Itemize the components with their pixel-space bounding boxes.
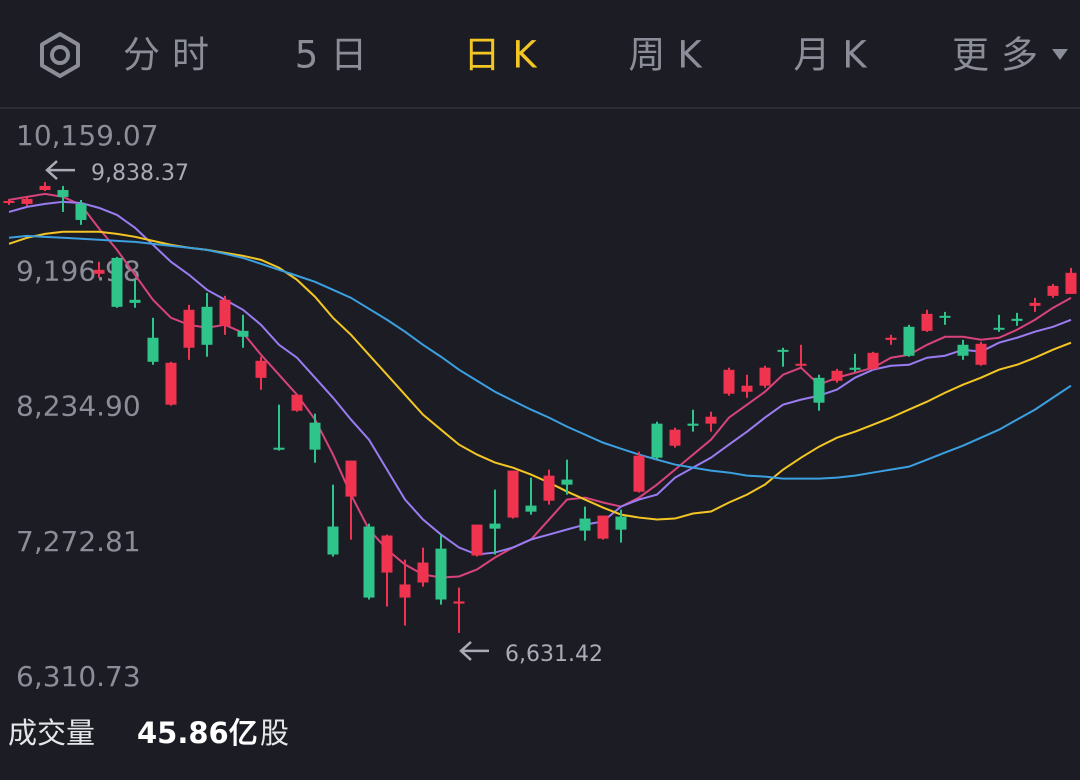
candle-body bbox=[417, 562, 429, 583]
candle-body bbox=[471, 524, 483, 556]
tab[interactable]: 分时 bbox=[123, 34, 221, 77]
candle-body bbox=[651, 423, 663, 458]
candle-body bbox=[435, 548, 447, 600]
candle-body bbox=[723, 369, 735, 394]
y-tick-label: 7,272.81 bbox=[16, 525, 141, 558]
candle-body bbox=[831, 370, 843, 381]
volume-unit: 股 bbox=[260, 716, 289, 750]
candle-body bbox=[1065, 272, 1077, 294]
y-tick-label: 8,234.90 bbox=[16, 390, 141, 423]
volume-value: 45.86亿 bbox=[137, 716, 258, 750]
candle-body bbox=[111, 257, 123, 307]
candle-body bbox=[291, 394, 303, 411]
candle-body bbox=[633, 455, 645, 492]
candle-body bbox=[561, 479, 573, 485]
candle-body bbox=[579, 518, 591, 531]
candle-body bbox=[1047, 285, 1059, 296]
candle-body bbox=[39, 185, 51, 191]
candle-body bbox=[381, 535, 393, 573]
y-tick-label: 6,310.73 bbox=[16, 660, 141, 693]
candle-body bbox=[795, 363, 807, 366]
settings-icon[interactable] bbox=[40, 32, 80, 78]
candle-body bbox=[669, 429, 681, 446]
candle-body bbox=[57, 190, 69, 197]
plot: 10,159.079,196.988,234.907,272.816,310.7… bbox=[3, 119, 1077, 693]
candle-body bbox=[399, 584, 411, 598]
candle-body bbox=[21, 199, 33, 204]
candle-body bbox=[219, 299, 231, 326]
candle-body bbox=[597, 515, 609, 539]
candle-body bbox=[507, 470, 519, 518]
candle-body bbox=[543, 475, 555, 501]
candle-body bbox=[939, 315, 951, 318]
candle-body bbox=[3, 200, 15, 203]
candle-body bbox=[741, 385, 753, 392]
candle-body bbox=[813, 377, 825, 403]
moving-average-line bbox=[8, 200, 1072, 556]
candle-body bbox=[345, 460, 357, 497]
candle-body bbox=[273, 447, 285, 450]
tab[interactable]: 日K bbox=[463, 34, 548, 77]
candle-body bbox=[1011, 318, 1023, 321]
annotation-label: 9,838.37 bbox=[91, 161, 189, 186]
candle-body bbox=[1029, 302, 1041, 306]
candle-body bbox=[129, 299, 141, 303]
icon-circle bbox=[50, 45, 70, 65]
candle-body bbox=[867, 352, 879, 369]
candle-body bbox=[183, 309, 195, 348]
candle-body bbox=[147, 337, 159, 362]
volume-label: 成交量 bbox=[8, 716, 95, 750]
candle-body bbox=[237, 330, 249, 337]
tab[interactable]: 月K bbox=[793, 34, 878, 77]
candle-body bbox=[885, 337, 897, 340]
more-arrow[interactable] bbox=[1052, 49, 1068, 60]
candle-body bbox=[75, 203, 87, 220]
candle-body bbox=[759, 367, 771, 386]
candle-body bbox=[849, 367, 861, 370]
tab[interactable]: 周K bbox=[628, 34, 713, 77]
candle-body bbox=[615, 516, 627, 530]
candle-body bbox=[705, 416, 717, 424]
candle-body bbox=[93, 269, 105, 274]
candle-body bbox=[687, 423, 699, 426]
candle-body bbox=[309, 422, 321, 450]
annotation-label: 6,631.42 bbox=[505, 642, 603, 667]
tab[interactable]: 更多 bbox=[952, 34, 1050, 77]
candle-body bbox=[993, 327, 1005, 330]
candle-body bbox=[777, 349, 789, 352]
y-tick-label: 10,159.07 bbox=[16, 119, 159, 152]
candle-body bbox=[489, 523, 501, 529]
candle-body bbox=[903, 326, 915, 356]
candle-body bbox=[975, 343, 987, 365]
candle-body bbox=[957, 344, 969, 356]
moving-average-line bbox=[8, 234, 1072, 480]
tab-bar: 分时 5日 日K 周K 月K 更多 bbox=[123, 34, 1050, 77]
candle-body bbox=[201, 306, 213, 345]
tab[interactable]: 5日 bbox=[295, 34, 380, 77]
candle-body bbox=[921, 313, 933, 331]
candle-body bbox=[453, 601, 465, 604]
candle-body bbox=[327, 526, 339, 555]
candle-body bbox=[255, 360, 267, 378]
annotation-arrow bbox=[45, 160, 75, 181]
candle-body bbox=[525, 505, 537, 512]
candle-body bbox=[363, 526, 375, 598]
annotation-arrow bbox=[459, 640, 489, 661]
candle-body bbox=[165, 362, 177, 405]
hexagon bbox=[40, 32, 80, 78]
